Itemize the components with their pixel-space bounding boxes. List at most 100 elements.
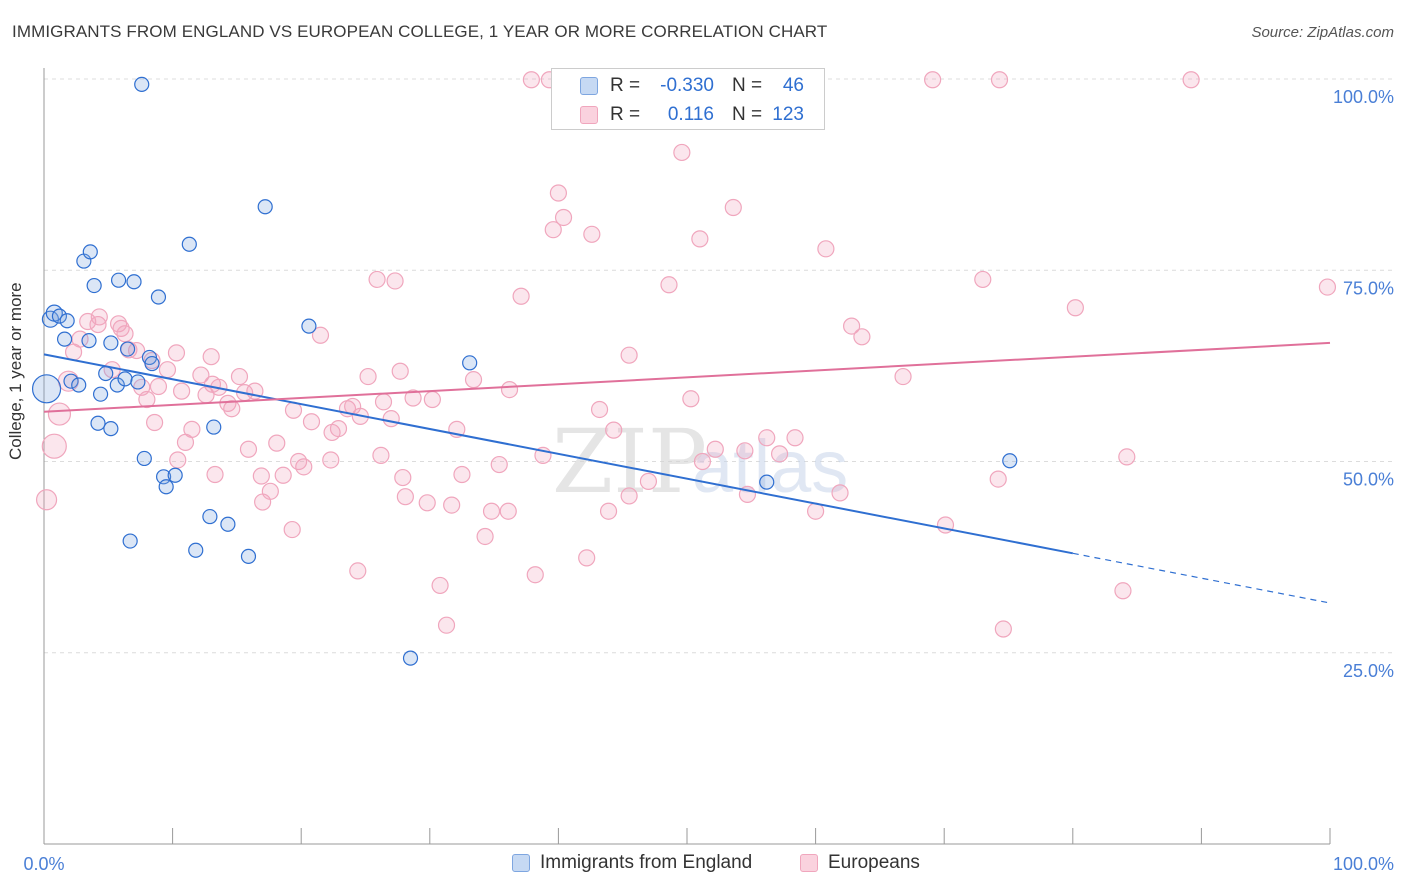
y-tick-label: 50.0% — [1343, 470, 1394, 490]
europeans-point — [831, 484, 849, 502]
europeans-point — [109, 315, 128, 333]
europeans-point — [758, 429, 776, 447]
europeans-point — [691, 230, 709, 248]
europeans-point — [512, 287, 530, 305]
r-label: R = — [610, 104, 641, 125]
england-point — [257, 199, 273, 215]
legend-label-europeans: Europeans — [828, 852, 920, 873]
europeans-point — [239, 440, 258, 458]
legend-swatch-england — [512, 854, 530, 872]
n-value: 123 — [772, 104, 804, 125]
europeans-point — [817, 240, 835, 258]
europeans-point — [770, 445, 789, 463]
europeans-point — [192, 366, 210, 384]
england-point — [119, 341, 136, 357]
europeans-point — [544, 221, 562, 239]
england-point — [181, 236, 197, 252]
europeans-point — [283, 520, 301, 539]
europeans-point — [394, 468, 412, 487]
europeans-point — [431, 576, 449, 595]
england-point — [136, 450, 152, 467]
europeans-point — [693, 452, 712, 471]
europeans-point — [994, 620, 1012, 638]
europeans-point — [322, 451, 340, 469]
europeans-point — [349, 562, 367, 580]
europeans-point — [359, 367, 377, 386]
europeans-point — [382, 410, 400, 428]
europeans-point — [706, 440, 724, 458]
europeans-point — [443, 496, 461, 514]
legend-swatch-europeans — [800, 854, 818, 872]
europeans-point — [368, 270, 386, 289]
europeans-point — [329, 420, 348, 438]
england-point — [117, 371, 133, 387]
europeans-point — [295, 458, 313, 476]
n-value: 46 — [782, 75, 804, 96]
europeans-point — [1066, 299, 1084, 317]
grid-lines — [44, 78, 1395, 654]
england-point — [202, 508, 218, 525]
europeans-point — [682, 390, 700, 408]
england-point — [63, 373, 79, 389]
stats-row-europeans: R = 0.116 N = 123 — [552, 100, 824, 130]
y-tick-label: 75.0% — [1343, 278, 1394, 298]
europeans-point — [252, 467, 270, 485]
europeans-point — [261, 482, 279, 500]
europeans-point — [223, 400, 241, 418]
europeans-point — [183, 420, 201, 438]
england-trend-extension — [1072, 552, 1331, 604]
england-point — [402, 650, 419, 666]
y-tick-label: 25.0% — [1343, 661, 1394, 681]
europeans-point — [620, 487, 638, 505]
europeans-point — [476, 527, 494, 546]
england-point — [144, 355, 160, 372]
europeans-point — [41, 433, 67, 459]
europeans-point — [149, 377, 168, 396]
europeans-point — [268, 434, 286, 452]
england-point — [150, 289, 167, 305]
chart-title: IMMIGRANTS FROM ENGLAND VS EUROPEAN COLL… — [12, 22, 828, 41]
england-point — [71, 377, 87, 393]
europeans-point — [274, 466, 292, 484]
europeans-point — [47, 402, 72, 426]
england-point — [134, 76, 150, 92]
legend-item-europeans[interactable]: Europeans — [800, 852, 920, 874]
stats-row-england: R = -0.330 N = 46 — [552, 71, 824, 101]
europeans-point — [549, 184, 568, 202]
x-tick-label-start: 0.0% — [23, 854, 64, 874]
source-credit: Source: ZipAtlas.com — [1251, 24, 1394, 41]
england-point — [206, 419, 222, 435]
england-trend-line — [43, 353, 1073, 555]
europeans-point — [202, 348, 220, 366]
r-label: R = — [610, 75, 641, 96]
trend-lines — [43, 341, 1331, 604]
europeans-point — [500, 380, 519, 399]
england-point — [462, 355, 478, 371]
europeans-point — [391, 362, 409, 380]
europeans-point — [35, 489, 58, 511]
england-point — [51, 308, 68, 324]
england-point — [90, 415, 106, 431]
axes — [43, 68, 1331, 845]
england-point — [759, 474, 775, 490]
legend-item-england[interactable]: Immigrants from England — [512, 852, 752, 874]
europeans-point — [206, 465, 224, 484]
europeans-point — [989, 470, 1007, 488]
europeans-point — [974, 270, 992, 289]
legend-label-england: Immigrants from England — [540, 852, 753, 873]
england-point — [122, 533, 138, 549]
n-label: N = — [732, 104, 763, 125]
england-point — [82, 244, 98, 260]
europeans-point — [116, 325, 134, 343]
europeans-point — [990, 71, 1009, 89]
europeans-point — [437, 616, 456, 634]
europeans-point — [230, 367, 249, 386]
watermark-zip: ZIP — [552, 410, 707, 513]
europeans-point — [374, 393, 393, 411]
europeans-point — [499, 502, 517, 520]
england-point — [81, 333, 97, 349]
europeans-point — [843, 317, 861, 335]
england-points — [31, 76, 1018, 666]
x-tick-label-end: 100.0% — [1333, 854, 1394, 874]
